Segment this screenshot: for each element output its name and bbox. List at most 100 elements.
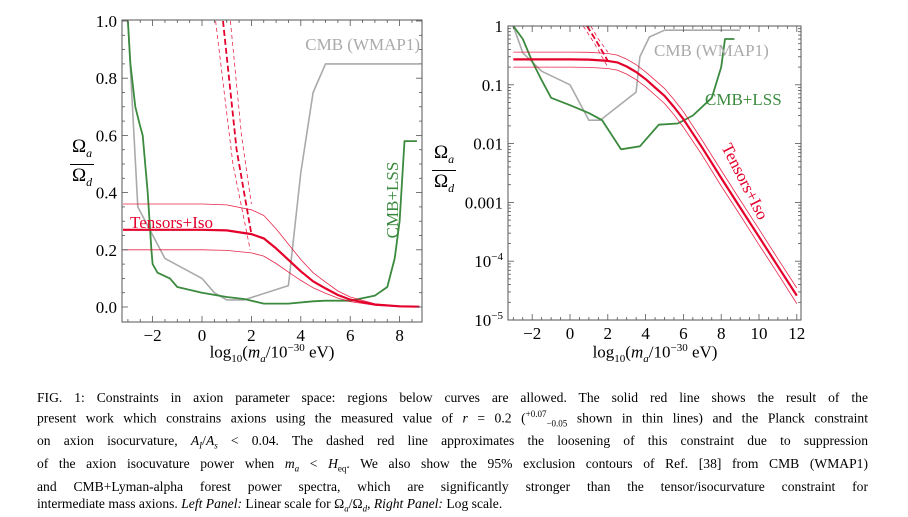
series-line-tensors-iso-upper [123,203,420,307]
wmap1-label: CMB (WMAP1) [654,41,769,60]
cmb-lss-label: CMB+LSS [705,90,782,109]
caption-text: FIG. 1: Constraints in axion parameter s… [37,390,868,405]
axis-title-msub: a [643,353,649,366]
caption-text: . We also show the 95% exclusion contour… [346,455,869,471]
y-tick-label-base: 0.4 [96,184,118,203]
y-tick-label: 1.0 [96,12,117,31]
y-tick-label-base: 0.001 [465,193,503,212]
cmb-lss-label: CMB+LSS [383,162,402,239]
y-tick-label: 0.0 [96,298,117,317]
axis-title-sub: 10 [231,353,243,366]
caption-text: Linear scale for Ω [242,495,345,511]
x-tick-label: 6 [346,326,355,345]
series-line-cmb-lss [512,26,735,151]
y-tick-label: 0.01 [473,135,503,154]
y-tick-label: 0.1 [482,76,503,95]
caption-text: / [202,433,206,449]
axis-title-m: m [247,342,261,362]
series-line-tensors-iso-suppressed-upper [590,26,609,53]
y-tick-label-base: 0.2 [96,241,117,260]
plot-area [512,26,798,304]
caption-text: Log scale. [442,495,503,511]
y-title-den-sub: d [448,180,455,195]
axis-title-log: log [209,342,232,362]
series-line-tensors-iso-upper [513,51,798,289]
x-tick-label: 8 [395,326,404,345]
x-tick-label: −2 [144,326,162,345]
caption-line: FIG. 1: Constraints in axion parameter s… [37,389,868,406]
x-tick-label: 4 [297,326,306,345]
axis-title-suffix: eV) [304,342,335,362]
x-tick-label: 0 [198,326,207,345]
y-tick-label-base: 0.0 [96,298,117,317]
y-tick-label-base: 0.8 [96,69,117,88]
axis-title-msub: a [260,353,266,366]
caption-text: a [344,503,349,514]
caption-text: = 0.2 ( [467,410,526,426]
y-tick-label: 1 [495,17,504,36]
y-title-den: Ω [434,170,449,192]
y-title-num-sub: a [448,151,455,166]
y-tick-label: 0.4 [96,184,118,203]
caption-line: on axion isocurvature, AI/As < 0.04. The… [37,432,868,455]
axis-title-sub: 10 [614,353,626,366]
caption-text: eq [337,463,347,474]
x-tick-label: 12 [788,324,805,343]
caption-text: A [205,433,215,449]
series-line-tensors-iso [123,228,420,308]
caption-text: shown in thin lines) and the Planck cons… [567,410,868,426]
x-tick-label: 2 [604,324,613,343]
axis-title-log: log [592,342,615,362]
series-line-tensors-iso-suppressed-lower [582,26,609,68]
axis-title-sup: −30 [670,342,688,354]
y-tick-label: 0.2 [96,241,117,260]
caption-line: and CMB+Lyman-alpha forest power spectra… [37,478,868,495]
series-line-tensors-iso-lower [513,66,798,304]
y-tick-label-base: 0.1 [482,76,503,95]
x-tick-label: 6 [679,324,688,343]
axis-title-mid: /10 [648,342,671,362]
caption-text: Left Panel: [181,495,242,511]
y-tick-label-base: 10 [474,311,491,330]
caption-text: and CMB+Lyman-alpha forest power spectra… [37,478,868,494]
x-tick-label: 4 [641,324,650,343]
plot-area [123,20,420,308]
tensors-iso-label: Tensors+Iso [718,140,773,223]
series-line-tensors-iso-suppressed [222,20,253,235]
y-tick-label-base: 1 [495,17,504,36]
plot-frame [507,25,802,321]
series-line-tensors-iso-suppressed [586,26,609,62]
caption-text: d [362,503,368,514]
y-tick-label-base: 0.6 [96,126,117,145]
figure-caption: FIG. 1: Constraints in axion parameter s… [37,389,868,517]
y-tick-label-base: 1.0 [96,12,117,31]
caption-text: a [294,463,300,474]
left-panel-chart: −2 0 2 4 6 8 0.0 0.2 0.4 0.6 0.8 1.0 CMB (WMAP1) CMB+… [96,12,423,345]
caption-text: < 0.04. The dashed red line approximates… [217,433,869,449]
caption-text: Right Panel: [373,495,443,511]
caption-line: present work which constrains axions usi… [37,406,868,432]
axis-title-m: m [630,342,644,362]
caption-text: −0.05 [546,418,568,429]
caption-line: intermediate mass axions. Left Panel: Li… [37,495,868,517]
y-tick-label-exponent: −4 [491,251,503,263]
x-tick-label: 2 [247,326,256,345]
y-title-num-sub: a [86,145,93,160]
series-line-cmb-wmap1- [512,26,741,121]
caption-text: +0.07 [525,409,547,419]
y-tick-label: 0.6 [96,126,117,145]
x-tick-label: 8 [717,324,726,343]
x-tick-label: −2 [523,324,541,343]
caption-text: , [367,495,374,511]
right-x-axis-title: log10(ma/10−30 eV) [593,342,718,365]
caption-text: of the axion isocuvature power when [37,455,285,471]
series-line-tensors-iso-lower [123,249,420,308]
caption-text: m [284,455,295,471]
right-panel-chart: −2 0 2 4 6 8 10 12 1 0.1 0.01 0.001 10 −4 10−5 CMB (WMA… [465,17,806,343]
x-tick-label: 10 [751,324,768,343]
axis-title-sup: −30 [287,342,305,354]
x-tick-label: 0 [566,324,575,343]
plot-frame [121,19,423,323]
y-tick-label: 10−5 [474,310,503,330]
series-line-tensors-iso [513,58,798,297]
